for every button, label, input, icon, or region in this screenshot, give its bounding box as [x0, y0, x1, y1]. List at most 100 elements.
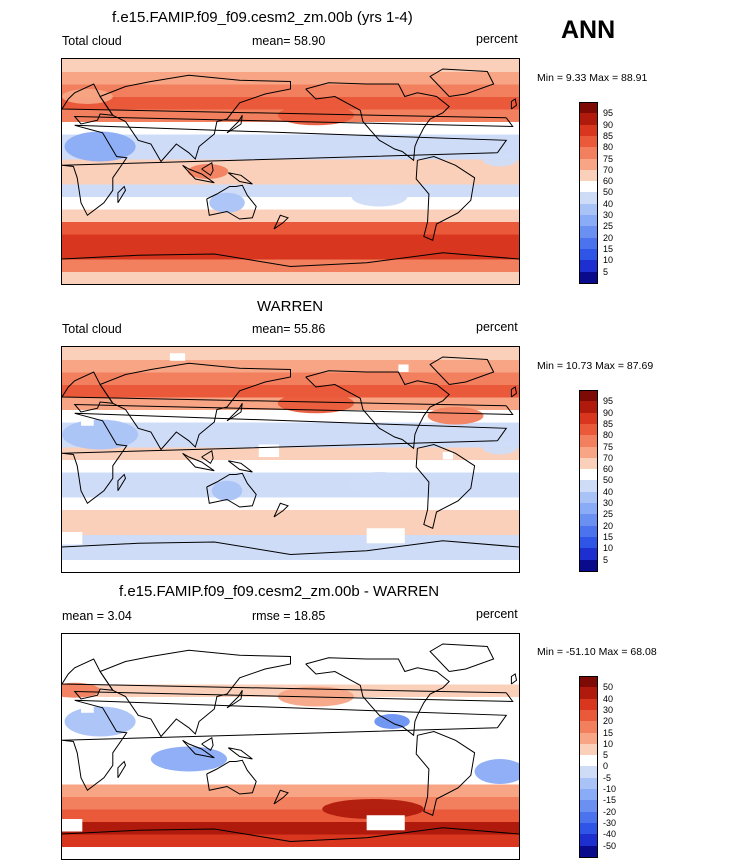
zonal-band: [62, 184, 519, 197]
zonal-band: [62, 59, 519, 72]
panel-3-map-field: [62, 634, 519, 859]
missing-data: [169, 640, 186, 648]
coastline: [117, 473, 127, 492]
panel-1-map-field: [62, 59, 519, 284]
missing-data: [366, 815, 405, 831]
coastline: [201, 449, 214, 465]
panel-2-map: [61, 346, 520, 573]
missing-data: [169, 353, 186, 361]
colorbar-tick-label: -10: [603, 784, 617, 794]
panel-1-map: [61, 58, 520, 285]
missing-data: [258, 731, 280, 744]
colorbar-tick-label: 40: [603, 198, 614, 209]
coastline: [227, 747, 253, 760]
coastline: [273, 502, 289, 518]
field-anomaly: [62, 89, 113, 104]
coastline: [206, 759, 257, 795]
zonal-band: [62, 497, 519, 510]
zonal-band: [62, 784, 519, 797]
zonal-band: [62, 846, 519, 859]
colorbar-tick-label: 25: [603, 221, 614, 232]
zonal-band: [62, 196, 519, 210]
panel-1-units-label: percent: [476, 32, 518, 46]
coastline: [415, 155, 476, 241]
colorbar-tick-label: 60: [603, 464, 614, 475]
zonal-band: [62, 71, 519, 85]
missing-data: [398, 364, 409, 372]
field-anomaly: [347, 472, 412, 497]
field-anomaly: [62, 682, 101, 698]
zonal-band: [62, 96, 519, 110]
zonal-band: [62, 434, 519, 448]
panel-3-units-label: percent: [476, 607, 518, 621]
colorbar-frame: [579, 102, 598, 284]
panel-2-map-field: [62, 347, 519, 572]
coastline: [117, 185, 127, 204]
zonal-band: [62, 484, 519, 498]
coastline: [62, 412, 508, 505]
coastline: [206, 472, 257, 508]
colorbar-tick-label: 5: [603, 750, 609, 761]
zonal-band: [62, 659, 519, 672]
coastline: [227, 460, 253, 473]
coastline: [510, 673, 518, 685]
missing-data: [366, 528, 405, 544]
colorbar-tick-label: -20: [603, 806, 617, 817]
field-anomaly: [209, 192, 245, 213]
field-anomaly: [64, 706, 136, 737]
coastline: [305, 657, 450, 737]
panel-3-map: [61, 633, 520, 860]
colorbar-tick-label: 0: [603, 761, 609, 772]
coastline: [305, 370, 450, 450]
missing-data: [442, 452, 453, 460]
coastline: [415, 443, 476, 529]
coastline: [182, 739, 215, 759]
coastline: [62, 124, 508, 217]
coastline: [99, 74, 291, 163]
panel-1-minmax: Min = 9.33 Max = 88.91: [537, 72, 648, 84]
colorbar-frame: [579, 390, 598, 572]
zonal-band: [62, 209, 519, 222]
coastline: [226, 115, 243, 134]
field-anomaly: [322, 799, 424, 819]
field-anomaly: [277, 105, 354, 126]
coastline: [206, 184, 257, 220]
colorbar-tick-label: 20: [603, 716, 614, 727]
coastline: [510, 98, 518, 110]
coastline: [429, 356, 495, 385]
colorbar-tick-label: 70: [603, 164, 614, 175]
zonal-band: [62, 146, 519, 160]
panel-3-title: f.e15.FAMIP.f09_f09.cesm2_zm.00b - WARRE…: [119, 583, 440, 600]
field-anomaly: [187, 164, 229, 179]
coastline: [62, 827, 519, 843]
colorbar-tick-label: 15: [603, 727, 614, 738]
colorbar-tick-label: 90: [603, 407, 614, 418]
colorbar-tick-label: 85: [603, 130, 614, 141]
colorbar-tick-label: 50: [603, 475, 614, 486]
zonal-band: [62, 459, 519, 473]
colorbar-tick-label: 95: [603, 108, 614, 119]
coastline: [305, 82, 450, 162]
missing-data: [442, 739, 453, 747]
season-label: ANN: [561, 16, 616, 44]
colorbar-tick-label: 50: [603, 682, 614, 693]
coastline: [182, 452, 215, 472]
field-anomaly: [351, 186, 408, 207]
colorbar-tick-label: -30: [603, 817, 617, 828]
colorbar-tick-label: -40: [603, 829, 617, 840]
field-anomaly: [62, 419, 139, 450]
coastline: [201, 736, 214, 752]
colorbar-tick-label: 50: [603, 187, 614, 198]
coastline: [415, 730, 476, 816]
zonal-band: [62, 246, 519, 260]
coastline: [182, 164, 215, 184]
field-anomaly: [150, 746, 228, 772]
colorbar-tick-label: 40: [603, 486, 614, 497]
coastline: [273, 789, 289, 805]
colorbar-tick-label: 70: [603, 452, 614, 463]
colorbar-tick-label: 20: [603, 232, 614, 243]
colorbar-tick-label: -15: [603, 795, 617, 806]
panel-1-variable-label: Total cloud: [62, 34, 122, 48]
zonal-band: [62, 759, 519, 772]
coastline: [62, 540, 519, 556]
